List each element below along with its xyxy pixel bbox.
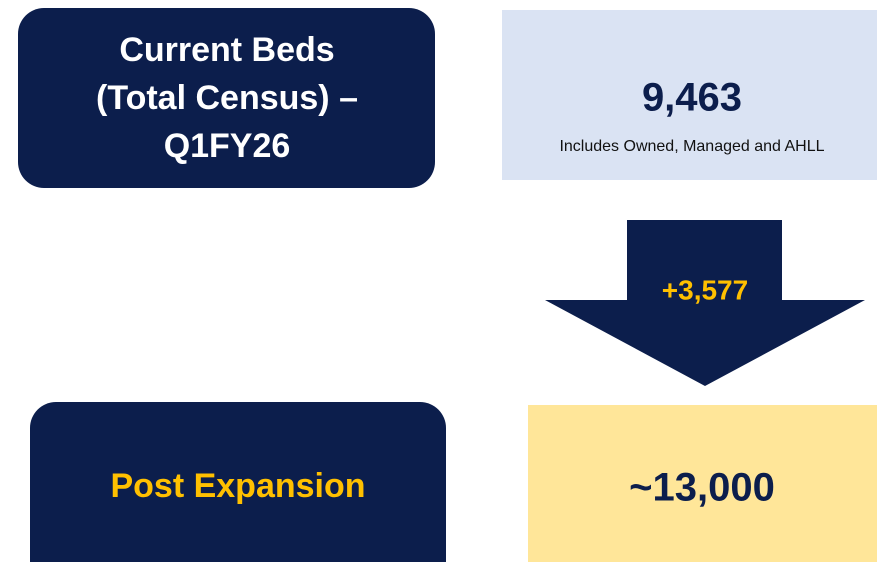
post-value: ~13,000 [629,466,775,510]
post-value-box [528,405,877,562]
change-label: +3,577 [662,274,748,305]
current-title: (Total Census) – [96,79,358,117]
post-title: Post Expansion [110,467,365,505]
current-value: 9,463 [642,76,742,120]
current-note: Includes Owned, Managed and AHLL [559,138,824,155]
post-box [30,402,446,567]
current-value-box [502,10,877,180]
current-title: Current Beds [119,31,334,69]
down-arrow [545,220,865,386]
current-box [18,8,435,188]
current-title: Q1FY26 [164,127,291,165]
